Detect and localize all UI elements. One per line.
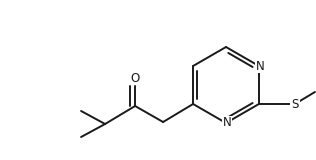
- Text: S: S: [291, 97, 299, 111]
- Text: O: O: [131, 72, 140, 84]
- Text: N: N: [223, 116, 231, 129]
- Text: N: N: [256, 60, 264, 72]
